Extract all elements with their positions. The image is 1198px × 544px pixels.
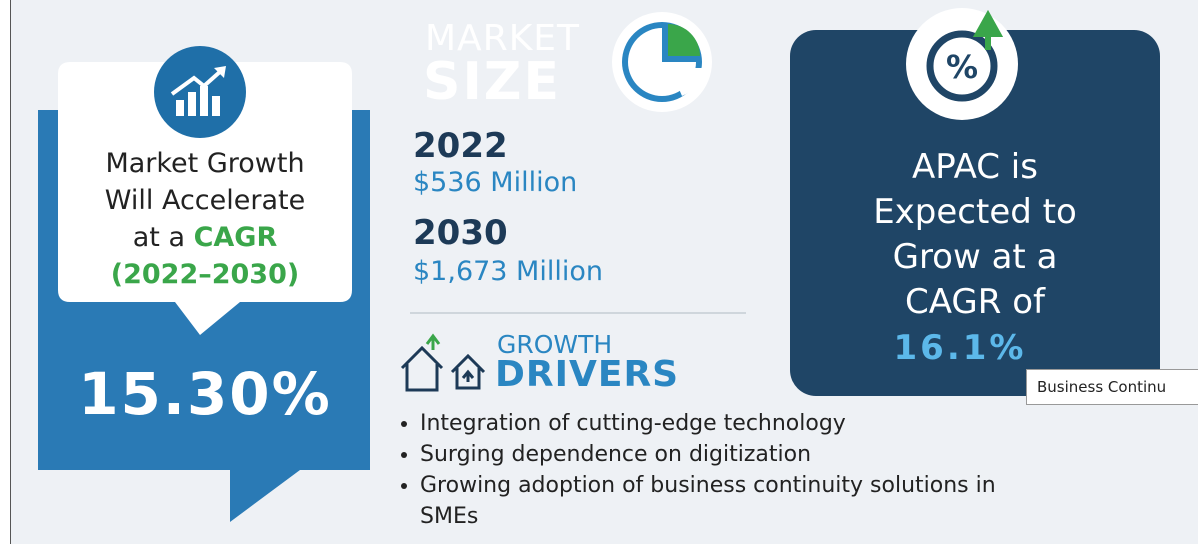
year: 2022 <box>413 126 508 166</box>
apac-value: 16.1% <box>893 328 1027 368</box>
separator <box>410 312 746 314</box>
amount: $1,673 Million <box>413 256 603 287</box>
market-title: MARKET <box>425 18 581 59</box>
left-text: Market Growth Will Accelerate at a CAGR … <box>60 145 350 293</box>
left-line: Will Accelerate <box>104 185 306 216</box>
apac-line: Grow at a <box>892 237 1058 277</box>
apac-line: APAC is <box>912 147 1038 187</box>
driver: Surging dependence on digitization <box>420 439 1120 470</box>
driver-list: Integration of cutting-edge technology S… <box>400 408 1120 532</box>
pie-icon <box>612 12 712 112</box>
percent-icon: % <box>906 8 1018 120</box>
left-line: at a CAGR <box>60 219 350 256</box>
cagr-value: 15.30% <box>78 360 332 428</box>
callout <box>58 62 352 335</box>
apac-panel <box>790 30 1160 396</box>
svg-text:%: % <box>946 48 978 86</box>
drivers-title: DRIVERS <box>495 354 680 395</box>
period: (2022–2030) <box>110 259 300 290</box>
left-line: at a <box>132 222 185 253</box>
size-title: SIZE <box>423 52 562 112</box>
cagr: CAGR <box>193 222 278 253</box>
bar-icon <box>170 66 226 116</box>
tooltip: Business Continu <box>1026 369 1198 405</box>
growth-title: GROWTH <box>497 330 613 359</box>
apac-line: CAGR of <box>905 282 1045 322</box>
driver: Integration of cutting-edge technology <box>420 408 1120 439</box>
left-line: Market Growth <box>105 148 305 179</box>
apac-line: Expected to <box>873 192 1077 232</box>
apac-text: APAC is Expected to Grow at a CAGR of <box>790 145 1160 325</box>
amount: $536 Million <box>413 167 578 198</box>
year: 2030 <box>413 213 508 253</box>
driver: Growing adoption of business continuity … <box>420 470 1060 532</box>
house-icons <box>400 333 486 392</box>
